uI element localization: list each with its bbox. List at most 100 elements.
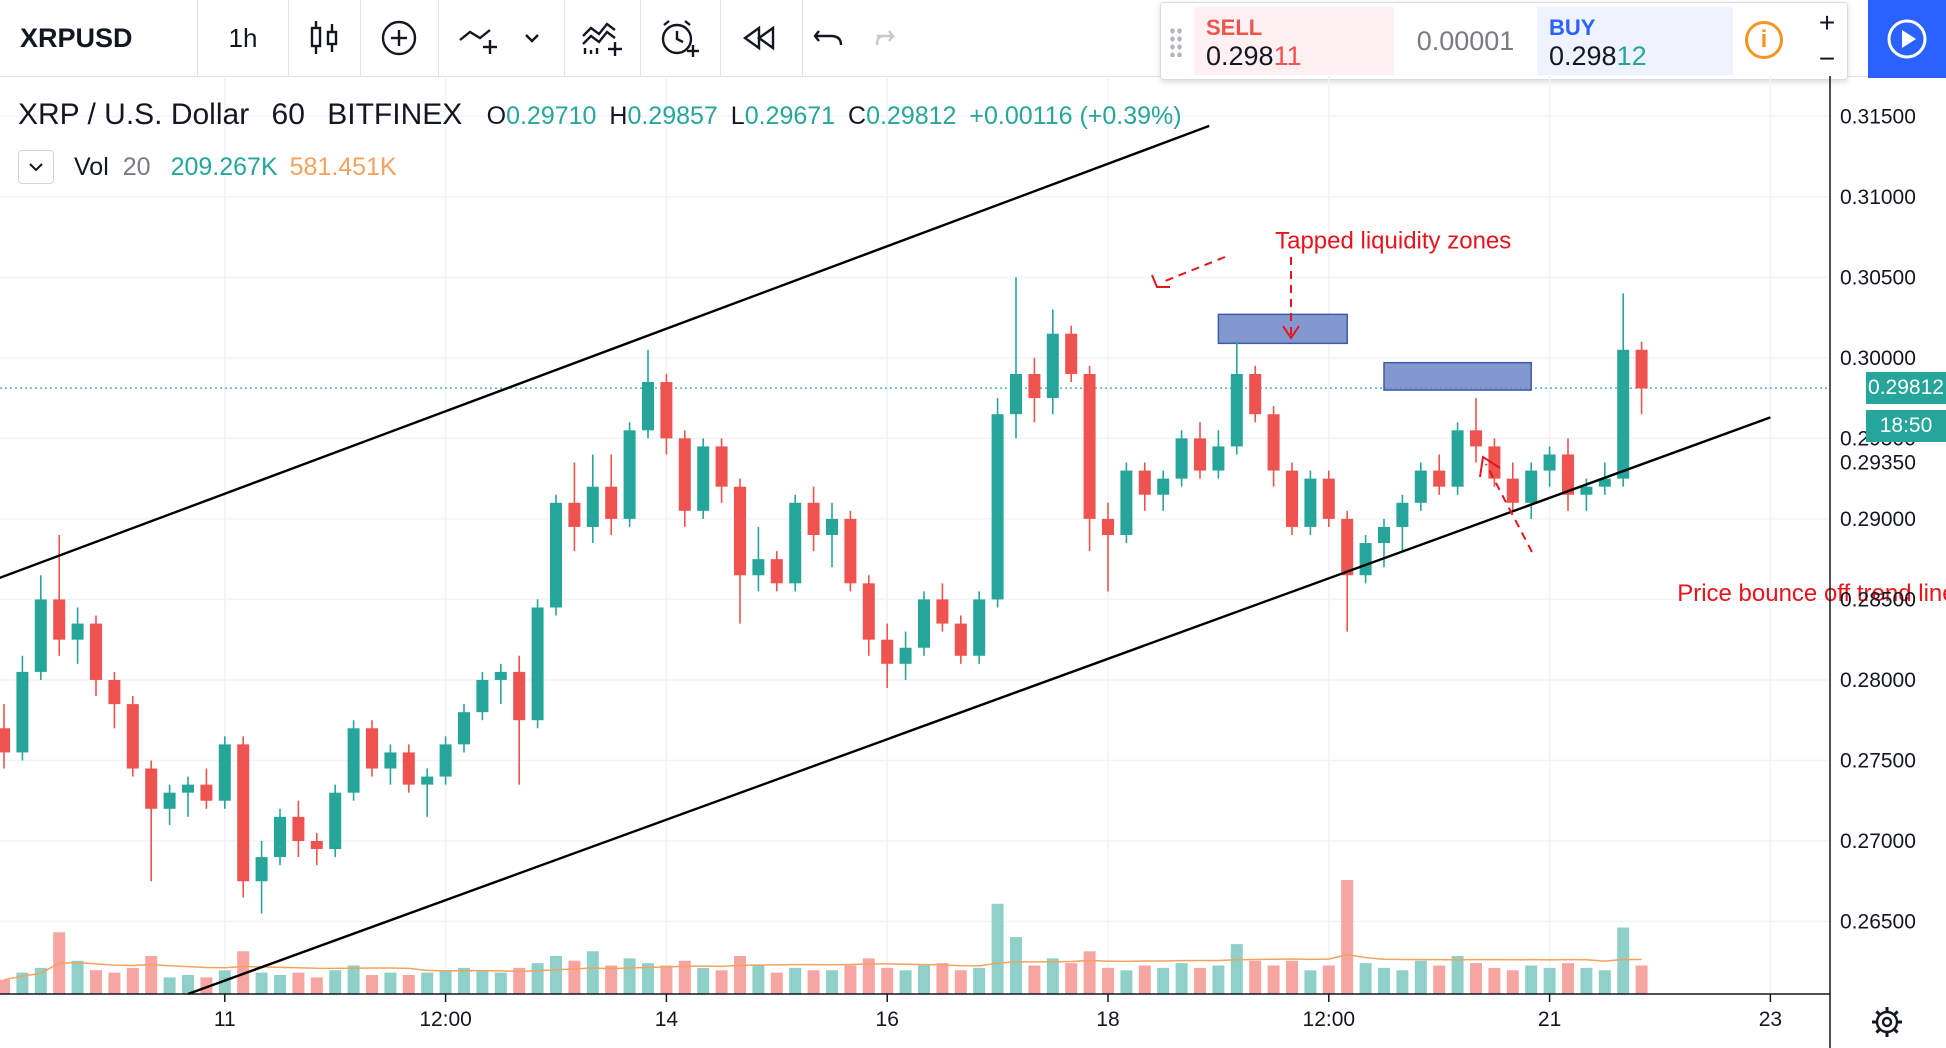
liquidity-zones: [1217, 313, 1532, 391]
legend-interval: 60: [271, 98, 305, 131]
chart-legend: XRP / U.S. Dollar 60 BITFINEX O0.29710 H…: [18, 98, 1182, 132]
candle-body: [1212, 446, 1225, 471]
candle-body: [421, 776, 434, 785]
price-tick-label: 0.28500: [1840, 588, 1916, 611]
volume-bar: [844, 965, 857, 994]
undo-icon[interactable]: [811, 23, 901, 53]
plus-button[interactable]: +: [1818, 7, 1836, 38]
candle-style-icon[interactable]: [288, 0, 361, 76]
volume-bar: [218, 970, 231, 994]
time-tick-label: 23: [1759, 1008, 1782, 1031]
price-tick-label: 0.27000: [1840, 830, 1916, 853]
candle-body: [973, 599, 986, 656]
candle-body: [734, 486, 746, 576]
volume-bar: [347, 965, 360, 994]
candle-body: [90, 623, 102, 680]
candle-body: [458, 712, 470, 745]
candle-body: [531, 607, 544, 721]
volume-bar: [1451, 956, 1464, 994]
price-tick-label: 0.29350: [1840, 452, 1916, 475]
volume-bar: [531, 963, 544, 994]
candle-body: [623, 430, 636, 519]
candle-body: [899, 647, 912, 664]
volume-bar: [476, 970, 489, 994]
candle-body: [1433, 470, 1446, 487]
volume-bar: [513, 967, 526, 994]
liquidity-zone-box: [1383, 361, 1532, 391]
annotation-text: Tapped liquidity zones: [1275, 227, 1511, 254]
candle-body: [182, 784, 194, 793]
volume-bars: [0, 880, 1648, 994]
buy-button[interactable]: BUY 0.29812: [1537, 7, 1733, 75]
volume-bar: [568, 960, 581, 994]
legend-change: +0.00116 (+0.39%): [969, 102, 1182, 130]
candle-body: [1046, 333, 1059, 399]
candle-body: [53, 599, 66, 640]
volume-bar: [586, 951, 599, 994]
volume-bar: [1414, 960, 1427, 994]
volume-bar: [310, 977, 323, 994]
volume-bar: [1286, 960, 1298, 994]
candle-body: [568, 502, 581, 527]
candle-body: [274, 816, 286, 858]
info-icon[interactable]: i: [1745, 21, 1783, 59]
last-price-tag: 0.29812: [1866, 372, 1946, 405]
volume-bar: [1230, 944, 1243, 994]
candle-body: [292, 816, 305, 841]
alert-icon[interactable]: [640, 0, 721, 76]
sell-button[interactable]: SELL 0.29811: [1194, 7, 1394, 75]
time-tick-label: 21: [1538, 1008, 1561, 1031]
volume-bar: [1341, 880, 1354, 994]
symbol-search[interactable]: XRPUSD: [0, 0, 198, 76]
volume-bar: [697, 967, 710, 994]
volume-label: Vol: [74, 152, 109, 181]
settings-gear-icon[interactable]: [1872, 1007, 1902, 1037]
volume-bar: [936, 963, 949, 994]
candle-body: [1470, 430, 1482, 447]
candle-body: [1617, 349, 1630, 479]
drag-handle[interactable]: [1169, 27, 1183, 57]
volume-bar: [623, 958, 636, 994]
candle-body: [1598, 478, 1611, 487]
candle-body: [1341, 518, 1354, 576]
candle-body: [550, 502, 562, 608]
buy-label: BUY: [1549, 15, 1596, 40]
volume-bar: [1635, 965, 1648, 994]
annotation-arrowhead: [1151, 274, 1170, 288]
annotation-arrow: [1159, 256, 1226, 284]
price-tick-label: 0.28000: [1840, 669, 1916, 692]
candle-body: [1230, 373, 1243, 447]
candle-body: [200, 784, 213, 801]
candle-body: [715, 446, 728, 487]
volume-bar: [145, 956, 158, 994]
volume-bar: [1598, 970, 1611, 994]
time-tick-label: 18: [1096, 1008, 1119, 1031]
countdown-tag: 18:50: [1866, 410, 1946, 443]
volume-bar: [1470, 963, 1482, 994]
replay-icon[interactable]: [720, 0, 803, 76]
play-button[interactable]: [1868, 0, 1946, 78]
volume-bar: [126, 967, 139, 994]
templates-icon[interactable]: [564, 0, 641, 76]
price-tick-label: 0.27500: [1840, 749, 1916, 772]
volume-bar: [826, 970, 838, 994]
candle-body: [936, 599, 949, 624]
price-chart[interactable]: Tapped liquidity zones Price bounce off t…: [0, 76, 1946, 1048]
candle-body: [660, 382, 673, 439]
volume-bar: [807, 970, 820, 994]
channel-trend-line: [187, 416, 1771, 996]
volume-bar: [881, 967, 894, 994]
volume-bar: [605, 965, 618, 994]
volume-bar: [1120, 970, 1133, 994]
add-compare-icon[interactable]: [360, 0, 439, 76]
volume-bar: [1138, 965, 1151, 994]
interval-button[interactable]: 1h: [198, 0, 289, 76]
volume-bar: [182, 975, 194, 994]
liquidity-zone-box: [1217, 313, 1348, 345]
collapse-chevron-icon[interactable]: [18, 150, 54, 184]
candle-body: [1157, 478, 1170, 495]
minus-button[interactable]: −: [1818, 43, 1836, 74]
candle-body: [1286, 470, 1298, 527]
indicators-icon[interactable]: [438, 0, 565, 76]
